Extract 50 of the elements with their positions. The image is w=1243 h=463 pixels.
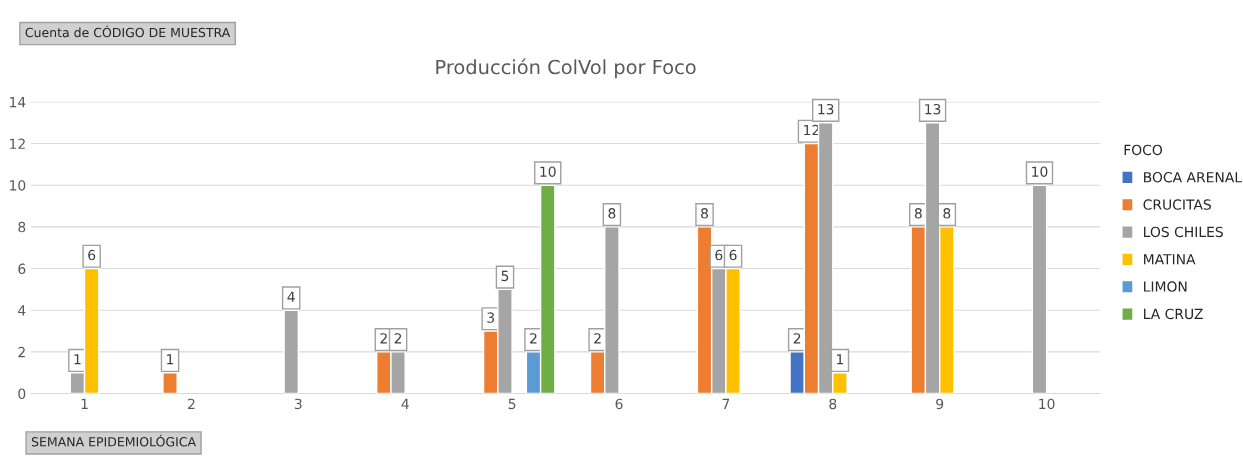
y-tick-label: 12 <box>10 138 25 149</box>
y-tick-label: 4 <box>18 305 26 316</box>
y-tick-label: 6 <box>18 263 26 275</box>
x-tick-label: 6 <box>615 398 623 410</box>
legend-label: MATINA <box>1144 254 1196 265</box>
data-label: 1 <box>167 354 174 365</box>
legend-label: LIMON <box>1144 281 1187 292</box>
x-tick-label: 3 <box>294 398 302 410</box>
data-label: 2 <box>793 333 801 344</box>
data-label: 10 <box>540 166 556 177</box>
data-label: 13 <box>925 103 941 115</box>
legend-label: LA CRUZ <box>1144 308 1203 320</box>
x-tick-label: 4 <box>401 398 409 409</box>
data-label: 6 <box>715 249 723 261</box>
data-label: 1 <box>837 354 844 365</box>
y-tick-label: 10 <box>10 180 26 191</box>
data-label: 5 <box>501 270 509 282</box>
legend-title: FOCO <box>1124 144 1163 156</box>
data-label: 2 <box>394 333 402 344</box>
data-label: 6 <box>729 249 737 261</box>
chart-title: Producción ColVol por Foco <box>436 58 696 79</box>
data-label: 8 <box>608 208 616 219</box>
data-label: 10 <box>1032 166 1048 177</box>
data-label: 1 <box>74 354 81 365</box>
x-tick-label: 10 <box>1039 398 1055 410</box>
y-tick-label: 0 <box>18 388 26 400</box>
y-tick-label: 8 <box>18 221 26 233</box>
legend-label: BOCA ARENAL <box>1144 171 1242 183</box>
data-label: 2 <box>380 333 387 344</box>
y-tick-label: 14 <box>10 97 26 108</box>
legend-label: CRUCITAS <box>1143 199 1211 210</box>
y-tick-label: 2 <box>18 346 25 358</box>
x-tick-label: 8 <box>829 398 837 410</box>
data-label: 2 <box>594 333 601 344</box>
x-tick-label: 7 <box>722 398 730 409</box>
x-tick-label: 9 <box>936 398 944 410</box>
data-label: 3 <box>487 312 495 323</box>
data-label: 8 <box>914 208 922 219</box>
data-label: 8 <box>701 208 708 219</box>
data-label: 8 <box>943 208 951 219</box>
data-label: 6 <box>88 249 96 261</box>
text: Cuenta de CÓDIGO DE MUESTRA <box>25 25 231 38</box>
data-label: 2 <box>530 333 537 344</box>
x-axis-title: SEMANA EPIDEMIOLÓGICA <box>31 434 196 447</box>
data-label: 13 <box>818 103 834 115</box>
legend-label: LOS CHILES <box>1144 226 1223 238</box>
data-label: 4 <box>287 291 295 302</box>
x-tick-label: 1 <box>81 398 88 409</box>
x-tick-label: 5 <box>508 398 516 410</box>
x-tick-label: 2 <box>188 398 195 409</box>
